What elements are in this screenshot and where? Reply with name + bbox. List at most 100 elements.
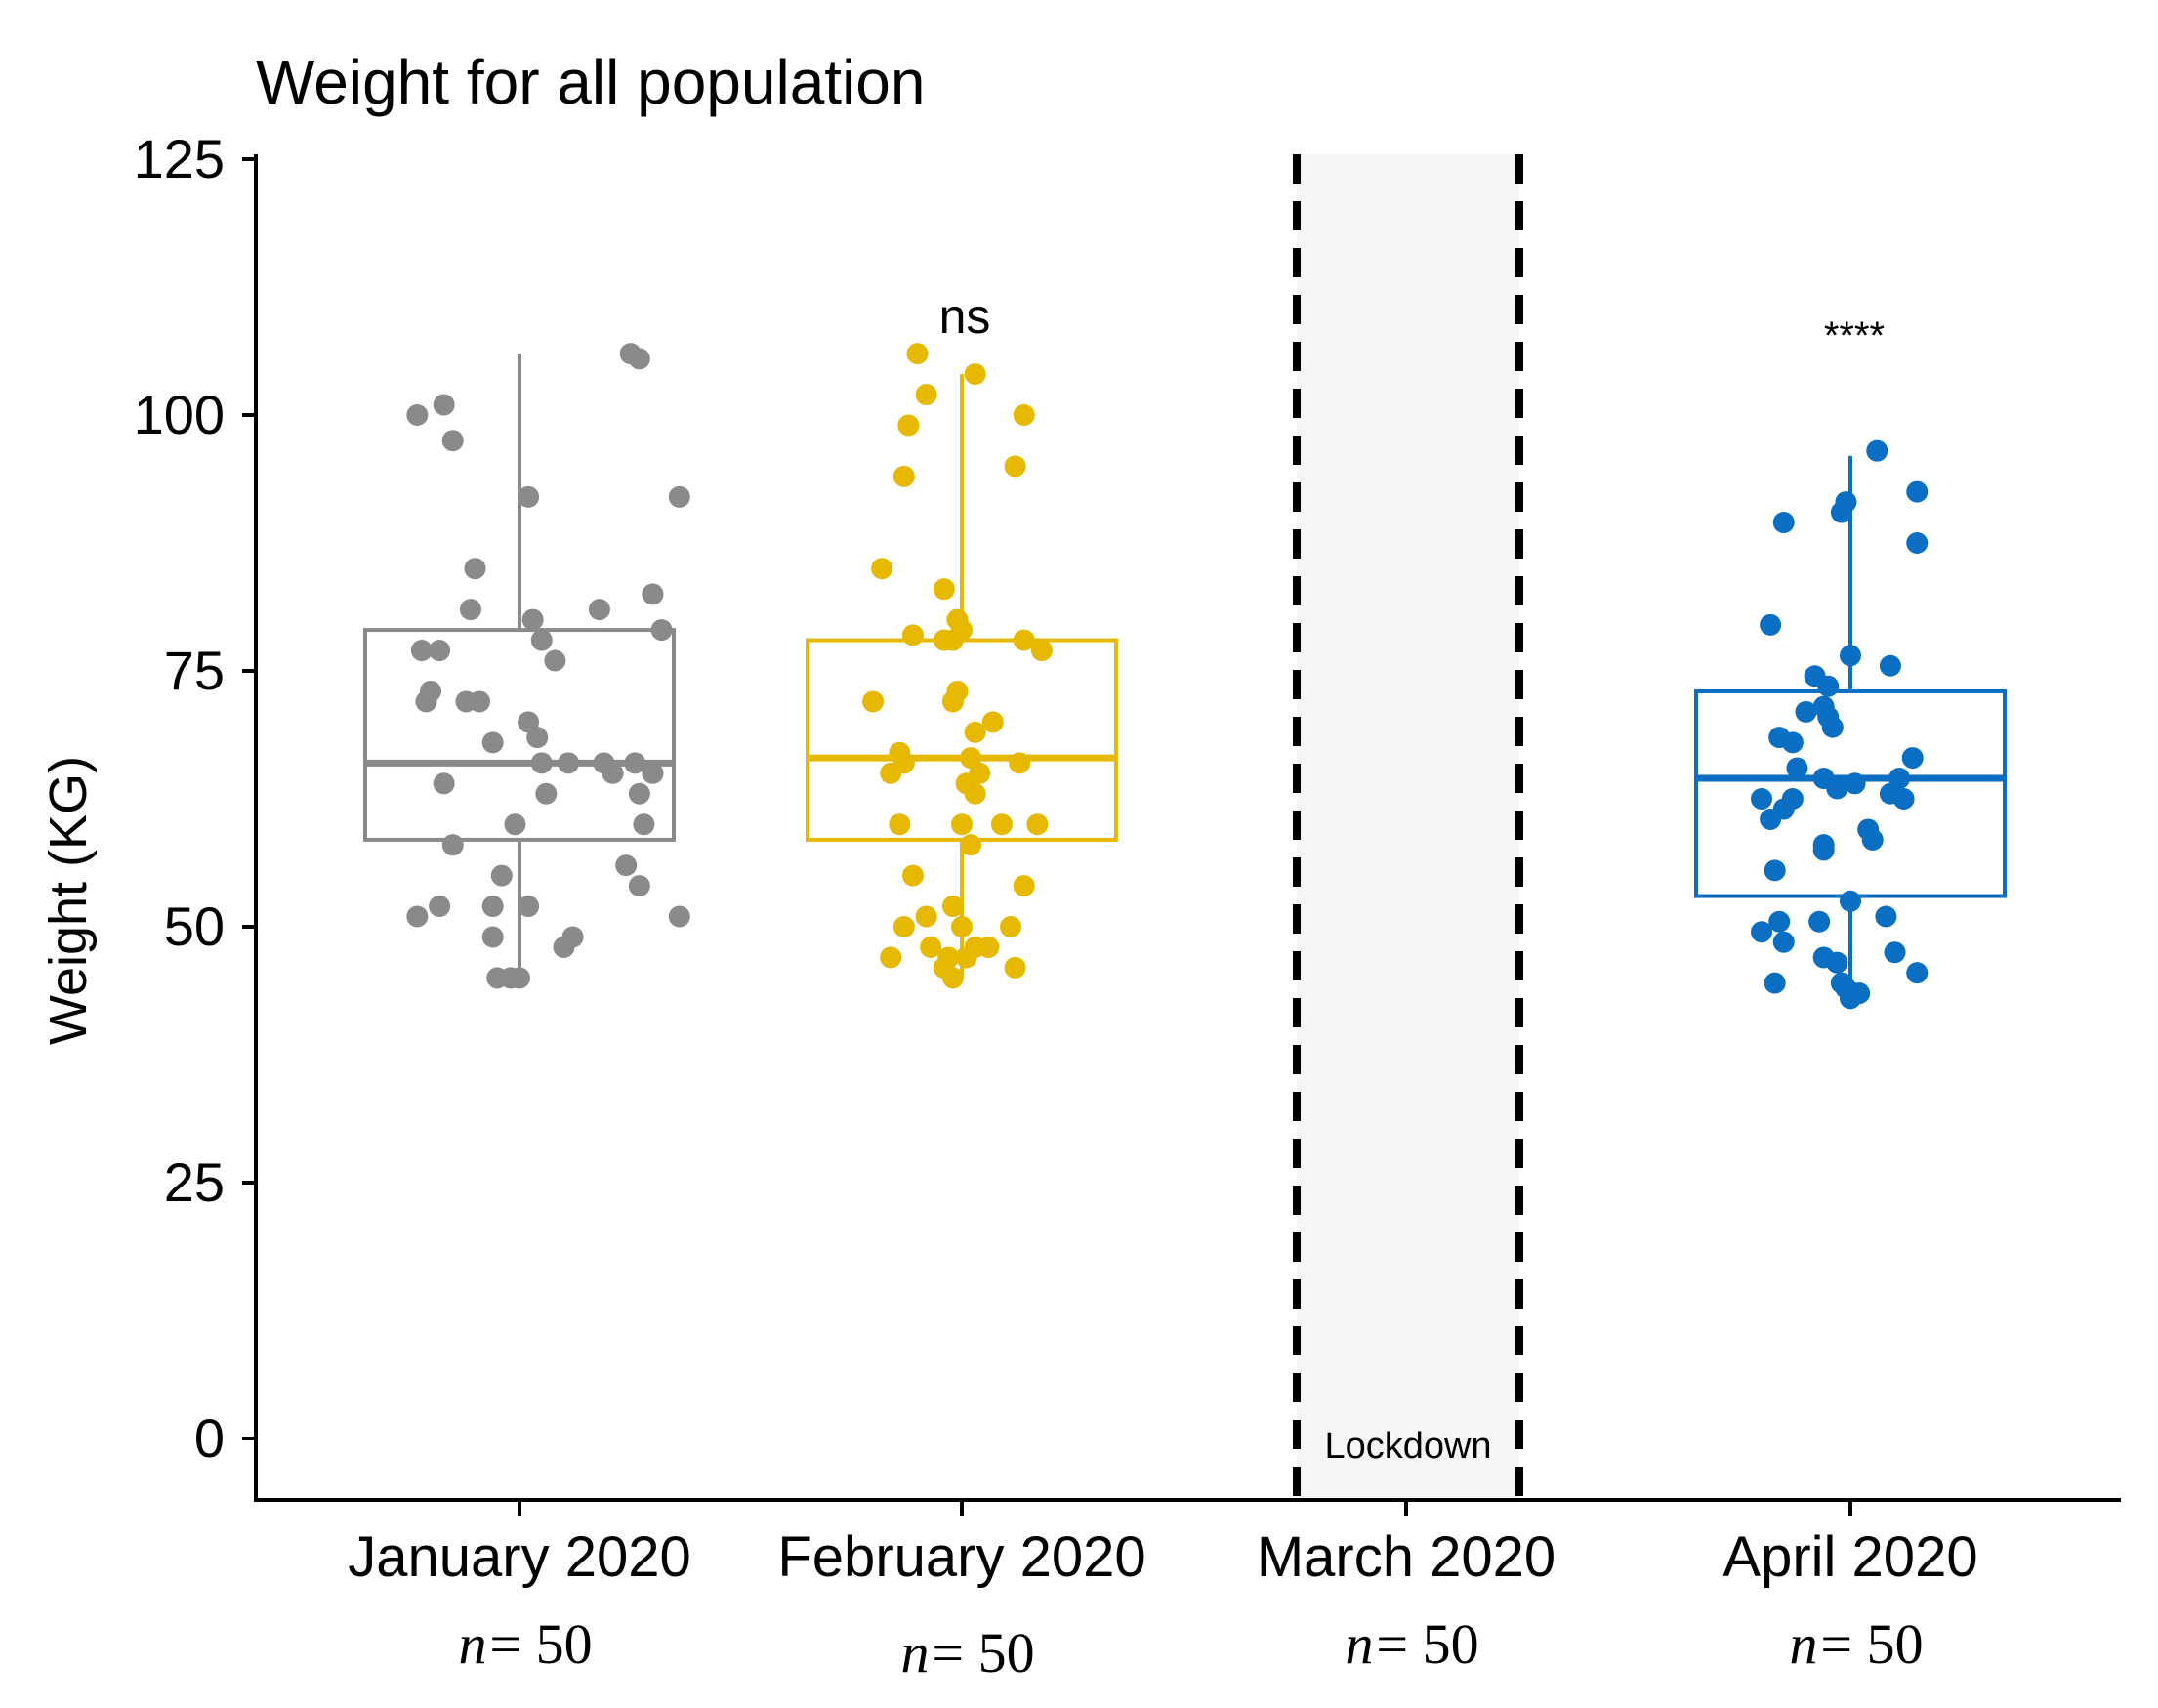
data-point (1751, 921, 1772, 943)
data-point (951, 813, 973, 836)
lockdown-label: Lockdown (1324, 1426, 1491, 1467)
data-point (429, 640, 451, 662)
y-tick-label: 25 (164, 1151, 225, 1213)
data-point (981, 711, 1004, 733)
data-point (1751, 788, 1772, 810)
data-point (518, 896, 540, 918)
data-point (633, 813, 655, 836)
data-point (406, 905, 429, 928)
y-tick-label: 75 (164, 640, 225, 701)
data-point (602, 762, 624, 784)
data-point (941, 629, 964, 651)
data-point (628, 348, 650, 370)
box-iqr (363, 628, 676, 842)
data-point (871, 558, 893, 580)
lockdown-band (1297, 154, 1519, 1500)
data-point (960, 834, 982, 856)
data-point (1861, 828, 1884, 851)
data-point (530, 629, 553, 651)
x-tick-label: April 2020 (1722, 1525, 1977, 1589)
data-point (1760, 613, 1782, 636)
y-tick-label: 100 (134, 384, 225, 445)
data-point (964, 782, 986, 805)
data-point (509, 967, 530, 989)
data-point (933, 956, 955, 979)
data-point (990, 813, 1013, 836)
data-point (535, 782, 558, 805)
data-point (490, 864, 513, 887)
data-point (628, 875, 650, 897)
data-point (1866, 439, 1888, 462)
n-label-symbol: n (901, 1621, 930, 1685)
data-point (897, 414, 920, 437)
data-point (415, 690, 437, 713)
data-point (521, 608, 544, 631)
data-point (1795, 700, 1817, 723)
n-label-value: = 50 (1376, 1612, 1478, 1676)
data-point (933, 578, 955, 601)
data-point (526, 727, 549, 749)
data-point (481, 731, 504, 754)
data-point (1760, 808, 1782, 830)
y-axis-label: Weight (KG) (39, 756, 98, 1045)
data-point (1013, 404, 1035, 426)
data-point (504, 813, 526, 836)
data-point (906, 343, 929, 365)
data-point (1901, 747, 1924, 770)
data-point (951, 916, 973, 937)
data-point (668, 905, 690, 928)
data-point (1906, 532, 1929, 554)
data-point (628, 782, 650, 805)
data-point (1808, 910, 1831, 933)
significance-label: **** (1824, 314, 1885, 357)
data-point (1821, 716, 1844, 738)
data-point (433, 394, 455, 416)
data-point (429, 896, 451, 918)
data-point (433, 772, 455, 795)
data-point (1840, 890, 1861, 912)
data-point (915, 384, 937, 406)
data-point (441, 834, 464, 856)
data-point (650, 619, 673, 642)
data-point (1826, 777, 1848, 800)
data-point (880, 762, 902, 784)
n-label-value: = 50 (1820, 1612, 1923, 1676)
group-april-2020: **** (1694, 314, 2007, 1010)
data-point (410, 640, 433, 662)
data-point (901, 624, 924, 646)
data-point (481, 896, 504, 918)
data-point (1030, 640, 1053, 662)
data-point (1875, 905, 1897, 928)
data-point (464, 558, 486, 580)
data-point (530, 752, 553, 774)
data-point (1004, 956, 1026, 979)
data-point (1812, 839, 1835, 861)
data-point (1812, 946, 1835, 969)
data-point (615, 854, 638, 877)
x-tick-label: March 2020 (1257, 1525, 1556, 1589)
y-tick-label: 125 (134, 128, 225, 189)
data-point (481, 926, 504, 948)
data-point (1772, 931, 1795, 953)
data-point (1817, 675, 1840, 697)
data-point (880, 946, 902, 969)
group-january-2020 (363, 343, 690, 989)
data-point (1892, 788, 1915, 810)
data-point (518, 485, 540, 508)
data-point (892, 465, 915, 487)
x-tick-label: February 2020 (777, 1525, 1145, 1589)
data-point (1764, 972, 1786, 994)
data-point (1906, 480, 1929, 503)
n-label-symbol: n (1790, 1612, 1818, 1676)
data-point (588, 599, 610, 621)
data-point (469, 690, 491, 713)
data-point (1844, 772, 1866, 795)
y-tick-label: 50 (164, 896, 225, 957)
data-point (964, 363, 986, 386)
data-point (889, 813, 911, 836)
data-point (1764, 859, 1786, 882)
data-point (441, 430, 464, 452)
n-label-symbol: n (1346, 1612, 1374, 1676)
